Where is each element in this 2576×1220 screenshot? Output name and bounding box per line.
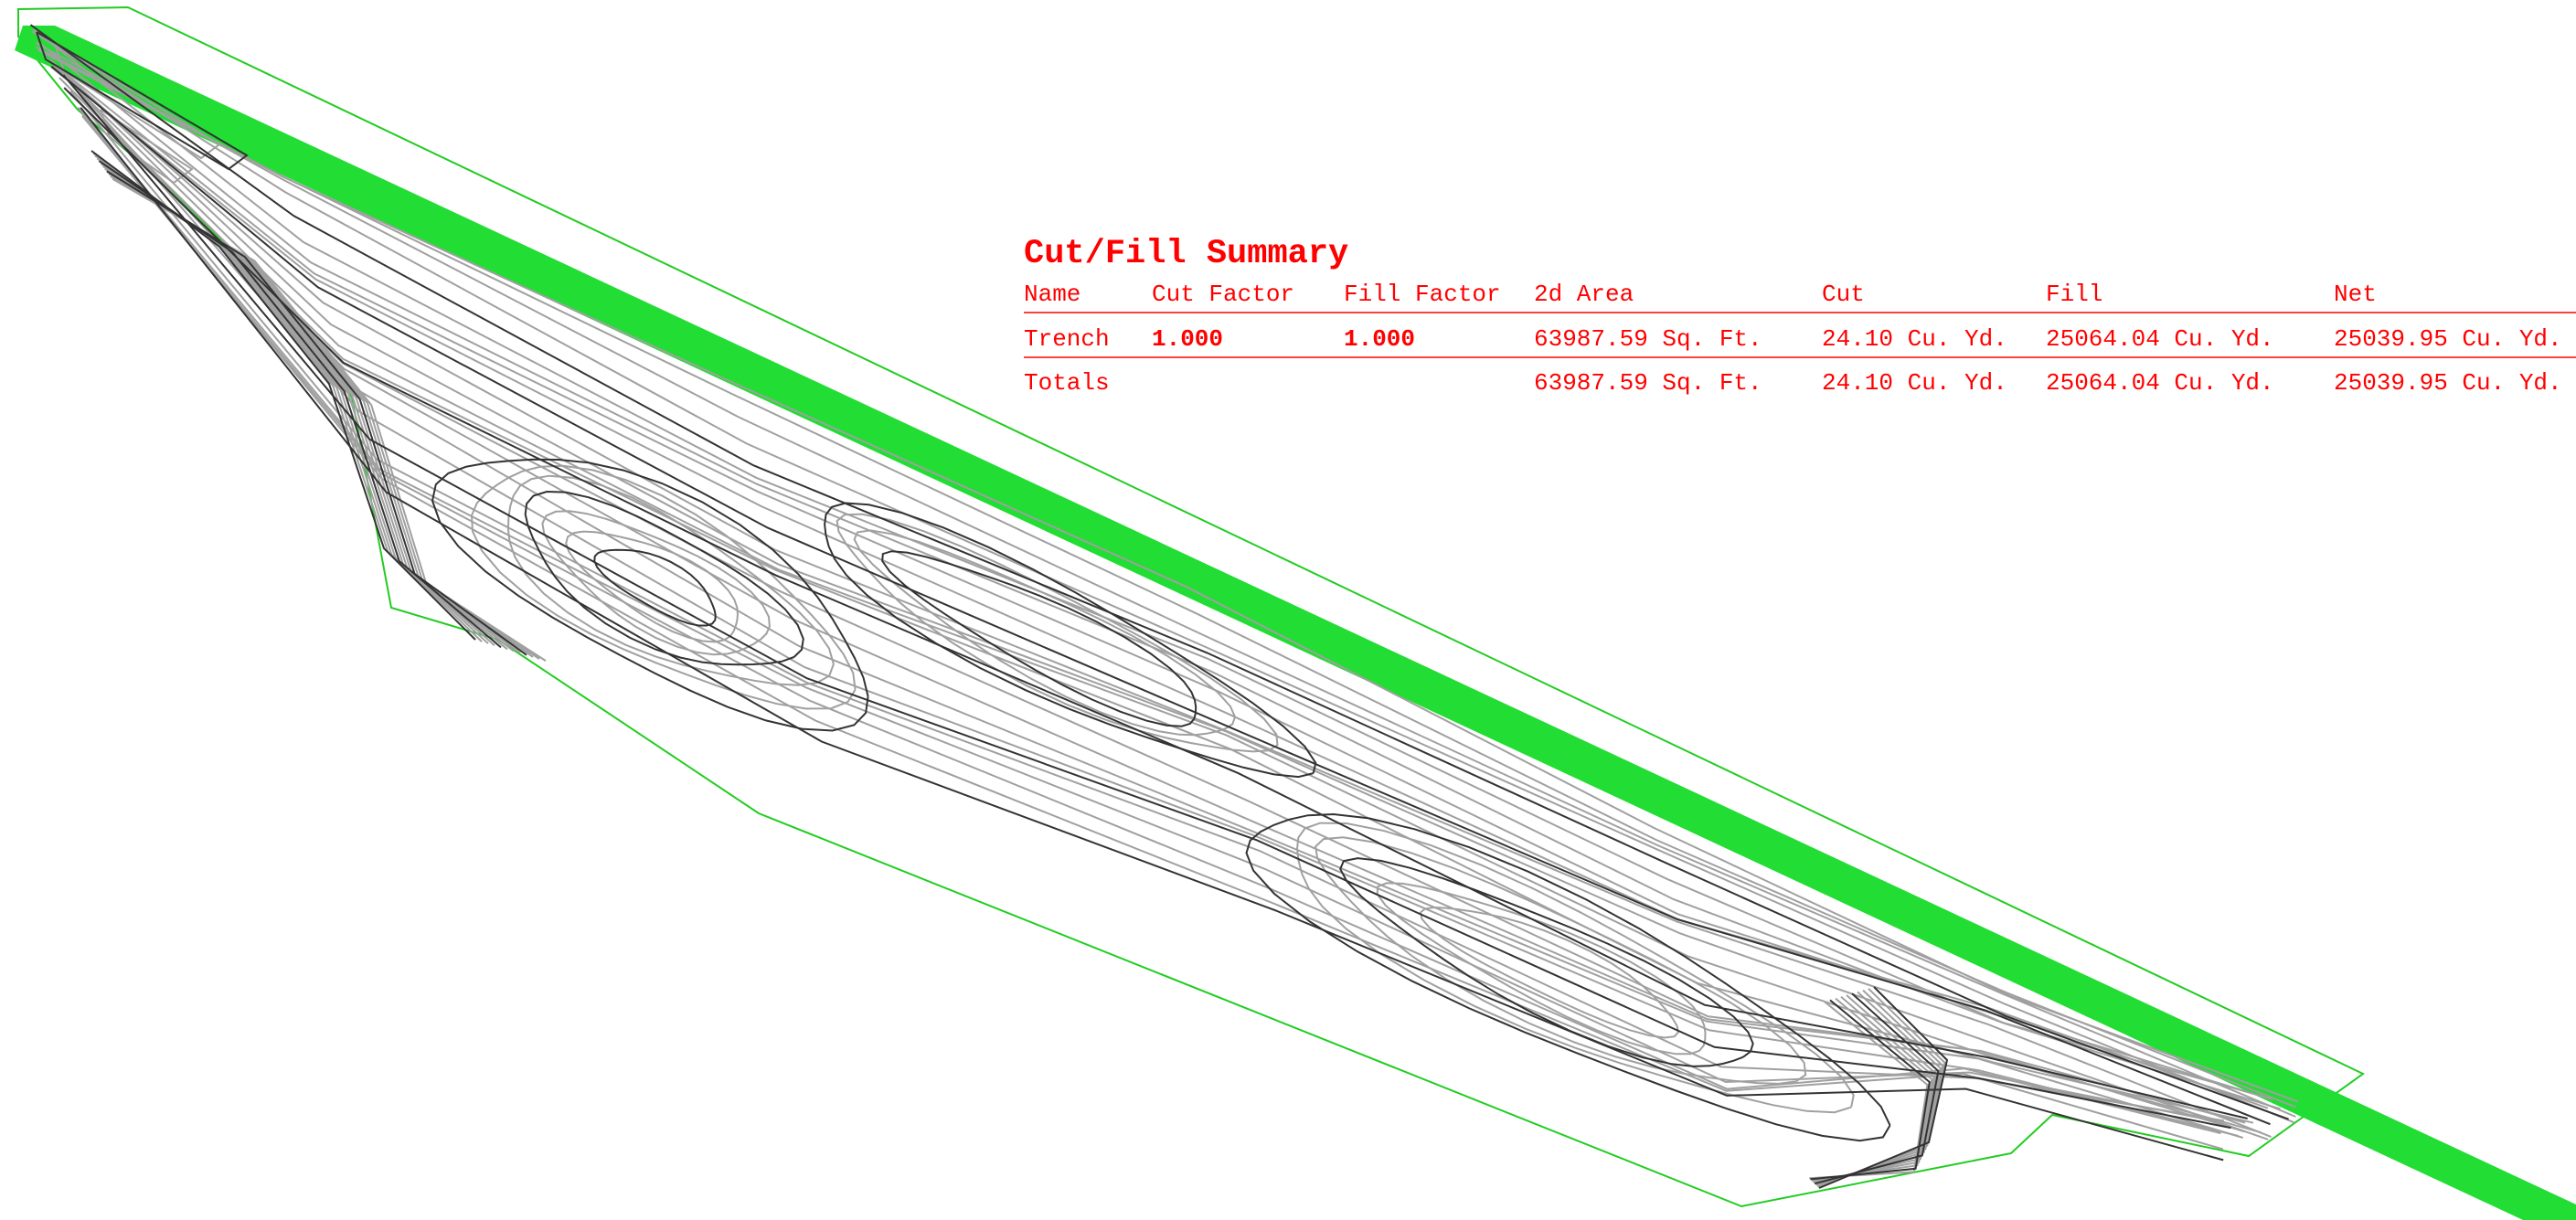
contour-major: [1818, 986, 1949, 1189]
row-net: 25039.95 Cu. Yd.: [2334, 325, 2562, 353]
contour-minor: [31, 30, 2294, 1124]
contour-minor: [37, 49, 2297, 1109]
contour-major: [1339, 857, 1754, 1067]
contour-minor: [59, 67, 2239, 1137]
row-cut: 24.10 Cu. Yd.: [1822, 325, 2007, 353]
trench-corridor: [15, 26, 2576, 1220]
contour-major: [63, 87, 2248, 1119]
contour-minor: [1809, 1001, 1929, 1180]
contour-minor: [1315, 836, 1807, 1085]
header-name: Name: [1024, 281, 1080, 308]
contour-minor: [59, 70, 2243, 1139]
contour-lines-major: [29, 24, 2289, 1189]
contour-major: [50, 65, 2271, 1126]
contour-major: [80, 107, 2224, 1162]
header-fill-factor: Fill Factor: [1344, 281, 1501, 308]
contour-major: [36, 31, 249, 171]
contour-minor: [53, 65, 2262, 1134]
contour-major: [1814, 992, 1940, 1185]
contour-minor: [38, 42, 2273, 1100]
row-fill: 25064.04 Cu. Yd.: [2046, 325, 2274, 353]
contour-major: [524, 490, 804, 666]
contour-minor: [62, 80, 2245, 1133]
contour-major: [62, 74, 2231, 1130]
contour-minor: [1376, 882, 1707, 1056]
contour-minor: [1817, 988, 1946, 1188]
row-cut-factor: 1.000: [1152, 325, 1223, 353]
contour-major: [29, 24, 2289, 1120]
contour-minor: [853, 529, 1237, 737]
header-2d-area: 2d Area: [1534, 281, 1634, 308]
totals-cut: 24.10 Cu. Yd.: [1822, 369, 2007, 397]
contour-minor: [1419, 906, 1679, 1039]
row-fill-factor: 1.000: [1344, 325, 1415, 353]
contour-minor: [1295, 822, 1855, 1114]
header-fill: Fill: [2046, 281, 2102, 308]
contour-major: [593, 548, 717, 627]
totals-fill: 25064.04 Cu. Yd.: [2046, 369, 2274, 397]
row-area: 63987.59 Sq. Ft.: [1534, 325, 1762, 353]
contour-major: [1245, 812, 1891, 1142]
contour-major: [1810, 999, 1931, 1181]
row-name: Trench: [1024, 325, 1110, 353]
contour-minor: [565, 530, 740, 643]
header-cut-factor: Cut Factor: [1152, 281, 1294, 308]
contour-minor: [54, 43, 221, 160]
summary-title: Cut/Fill Summary: [1024, 235, 1348, 273]
header-cut: Cut: [1822, 281, 1865, 308]
totals-net: 25039.95 Cu. Yd.: [2334, 369, 2562, 397]
totals-area: 63987.59 Sq. Ft.: [1534, 369, 1762, 397]
contour-minor: [506, 474, 835, 686]
contour-minor: [470, 464, 857, 710]
contour-major: [881, 550, 1198, 727]
contour-major: [106, 170, 527, 656]
header-net: Net: [2334, 281, 2377, 308]
contour-major: [431, 458, 869, 732]
cut-fill-summary-table: Cut/Fill Summary Name Cut Factor Fill Fa…: [1024, 235, 2576, 397]
contour-minor: [36, 42, 2296, 1118]
totals-name: Totals: [1024, 369, 1110, 397]
contour-minor: [100, 109, 194, 185]
contour-minor: [49, 58, 2269, 1140]
contour-minor: [541, 510, 771, 656]
contour-major: [824, 502, 1317, 779]
